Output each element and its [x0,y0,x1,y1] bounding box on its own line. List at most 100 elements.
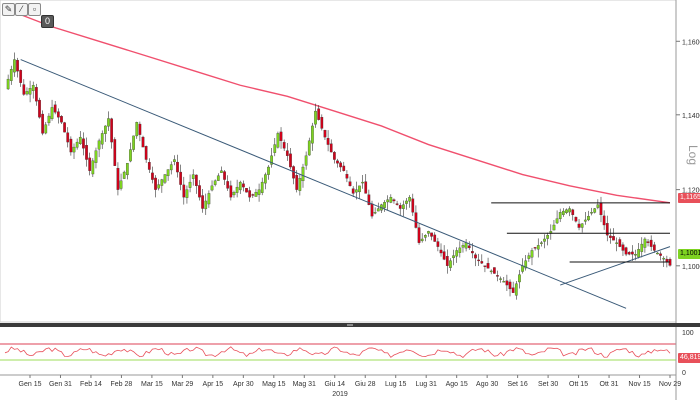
candle-up [44,124,48,134]
candle-down [85,145,88,160]
candle-down [285,150,289,156]
date-tick-label: Apr 30 [233,381,254,388]
trendlines[interactable] [20,59,671,309]
candle-up [210,185,214,191]
settings-icon[interactable]: ▫ [28,3,41,16]
date-tick-label: Set 16 [507,381,527,388]
candle-down [289,153,292,168]
oscillator-line [4,346,671,359]
candle-up [75,141,79,148]
candle-up [298,178,302,191]
candle-up [135,122,139,137]
candle-down [63,122,66,133]
candle-up [408,197,411,202]
trendline [20,59,627,309]
candle-up [254,191,258,197]
candle-down [430,232,433,237]
candle-down [411,198,415,213]
candle-up [78,136,82,145]
candle-down [69,138,73,153]
pencil-icon[interactable]: ✎ [2,3,15,16]
candle-down [251,194,255,196]
candle-down [229,185,233,198]
line-tool-icon[interactable]: ⁄ [15,3,28,16]
candle-up [386,199,390,203]
candle-up [540,242,543,244]
candle-down [612,236,615,241]
candle-down [599,202,603,216]
candle-up [238,181,242,191]
candle-up [402,204,405,209]
candle-up [524,260,528,269]
candle-up [558,212,562,220]
candle-down [110,118,114,143]
candle-down [370,203,374,217]
candle-down [364,181,368,194]
candle-up [273,144,277,153]
candle-up [163,174,167,183]
log-scale-toggle[interactable]: Log [686,144,700,166]
candle-up [405,200,408,204]
candle-up [157,184,161,189]
candle-up [307,140,311,156]
date-tick-label: Feb 28 [111,381,133,388]
candle-up [427,231,430,234]
candle-up [72,146,76,153]
candle-down [295,175,299,190]
candle-down [395,203,399,205]
candle-down [496,275,499,277]
candle-down [621,244,625,251]
candle-down [88,157,92,171]
trendline [560,246,671,286]
candle-down [56,111,60,118]
candle-down [577,223,581,228]
date-tick-label: Ago 30 [476,381,498,388]
candle-down [646,241,650,243]
candle-down [66,132,70,143]
oscillator-value-tag: 46,8195 [678,353,700,363]
ma-200-line [4,7,671,204]
candle-down [201,195,204,209]
candle-up [104,125,107,134]
candle-up [543,238,546,242]
candle-down [574,216,578,222]
candle-up [28,88,32,95]
date-tick-label: Ago 15 [446,381,468,388]
candle-down [665,258,669,262]
candle-up [304,155,308,166]
date-tick-label: Mag 15 [262,381,285,388]
candle-up [260,181,264,193]
candle-up [389,197,393,203]
candle-up [637,249,640,258]
candle-down [511,287,515,293]
candle-down [433,234,437,242]
candle-up [593,208,597,213]
zero-indicator-icon[interactable]: 0 [41,15,54,28]
date-tick-label: Mar 15 [141,381,163,388]
candle-down [605,223,609,236]
candle-up [502,281,506,283]
candle-down [333,152,336,160]
candle-up [314,110,317,125]
candle-up [207,193,211,205]
candle-up [376,208,380,212]
date-axis-year: 2019 [332,391,348,398]
candle-down [351,188,355,194]
candle-up [91,160,95,175]
candle-down [19,69,23,83]
candle-up [514,283,518,296]
candle-down [442,251,446,260]
candle-down [326,137,330,145]
candle-down [60,116,63,123]
candle-down [480,261,484,264]
candle-up [9,69,13,81]
candle-up [455,250,459,257]
candle-up [458,247,462,253]
candle-down [571,209,575,216]
candle-down [154,177,157,190]
candle-down [436,241,440,247]
